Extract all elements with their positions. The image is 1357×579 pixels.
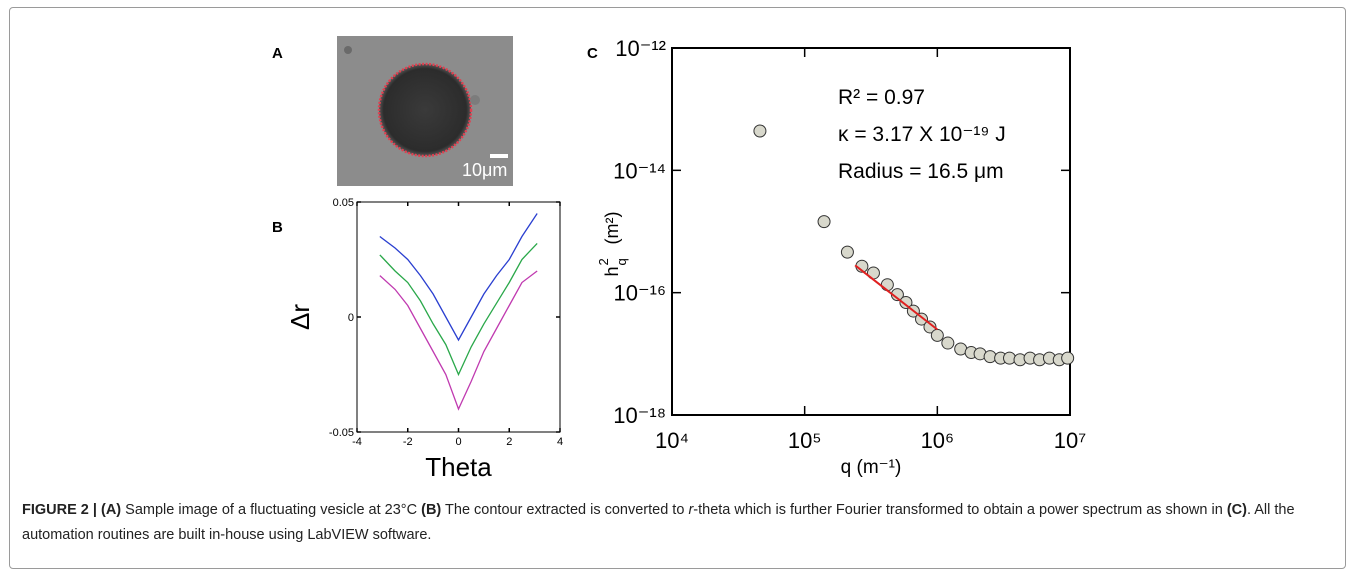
annotation: Radius = 16.5 μm: [838, 160, 1004, 183]
data-line: [379, 213, 538, 342]
x-axis-label: Theta: [425, 452, 492, 482]
x-tick-label: -2: [403, 436, 413, 448]
caption-segment: -theta which is further Fourier transfor…: [693, 502, 1227, 518]
annotation: κ = 3.17 X 10⁻¹⁹ J: [838, 123, 1006, 146]
y-tick-label: 10⁻¹²: [615, 36, 666, 61]
scale-label: 10μm: [462, 160, 507, 180]
data-point: [1003, 351, 1017, 365]
figure: A 10μm B -4 -2 0 2 4 -0.05 0 0.05 Theta Δr C 10⁴ 10⁵ 1…: [272, 36, 1086, 482]
panel-label: B: [272, 219, 283, 236]
y-tick-label: 0: [348, 312, 354, 324]
data-point: [1061, 351, 1075, 365]
y-axis-label: Δr: [285, 304, 315, 330]
x-tick-label: 10⁴: [655, 428, 689, 453]
data-point: [923, 320, 937, 334]
y-axis-label-sup: 2: [596, 258, 611, 265]
data-line: [379, 270, 538, 411]
y-axis-label: h2 q (m²): [596, 212, 629, 277]
x-tick-label: 10⁷: [1054, 428, 1086, 453]
data-point: [930, 328, 944, 342]
data-point: [753, 124, 767, 138]
x-tick-label: 4: [557, 436, 563, 448]
y-tick-label: -0.05: [329, 427, 354, 439]
data-point: [941, 336, 955, 350]
caption-segment: (C): [1226, 502, 1247, 518]
caption-segment: FIGURE 2 | (A): [22, 502, 122, 518]
data-line: [854, 264, 938, 331]
data-point: [817, 215, 831, 229]
panel-label: A: [272, 45, 283, 62]
y-axis-label-main: h: [602, 266, 622, 276]
x-tick-label: 10⁵: [788, 428, 822, 453]
data-line: [379, 242, 538, 377]
annotation: R² = 0.97: [838, 86, 925, 109]
x-tick-label: -4: [352, 436, 362, 448]
caption-segment: . All the automation routines are built …: [22, 502, 1295, 543]
data-point: [899, 296, 913, 310]
y-tick-label: 10⁻¹⁴: [613, 158, 666, 183]
plot-frame: [671, 47, 1071, 416]
vesicle-image: [337, 36, 513, 186]
x-tick-label: 2: [506, 436, 512, 448]
y-axis-label-unit: (m²): [602, 212, 622, 245]
plot-frame: [356, 201, 561, 433]
x-tick-label: 0: [455, 436, 461, 448]
y-tick-label: 0.05: [333, 197, 354, 209]
caption-segment: (B): [421, 502, 442, 518]
data-point: [915, 312, 929, 326]
figure-frame: [9, 7, 1346, 569]
x-tick-label: 10⁶: [921, 428, 955, 453]
caption-segment: r: [688, 502, 694, 518]
y-tick-label: 10⁻¹⁸: [613, 403, 666, 428]
data-point: [840, 245, 854, 259]
caption: FIGURE 2 | (A) Sample image of a fluctua…: [22, 498, 1322, 548]
caption-segment: Sample image of a fluctuating vesicle at…: [121, 502, 422, 518]
x-axis-label: q (m⁻¹): [841, 457, 902, 478]
caption-segment: The contour extracted is converted to: [441, 502, 689, 518]
y-axis-label-sub: q: [614, 258, 629, 265]
panel-label: C: [587, 45, 598, 62]
y-tick-label: 10⁻¹⁶: [614, 281, 666, 306]
data-point: [880, 278, 894, 292]
